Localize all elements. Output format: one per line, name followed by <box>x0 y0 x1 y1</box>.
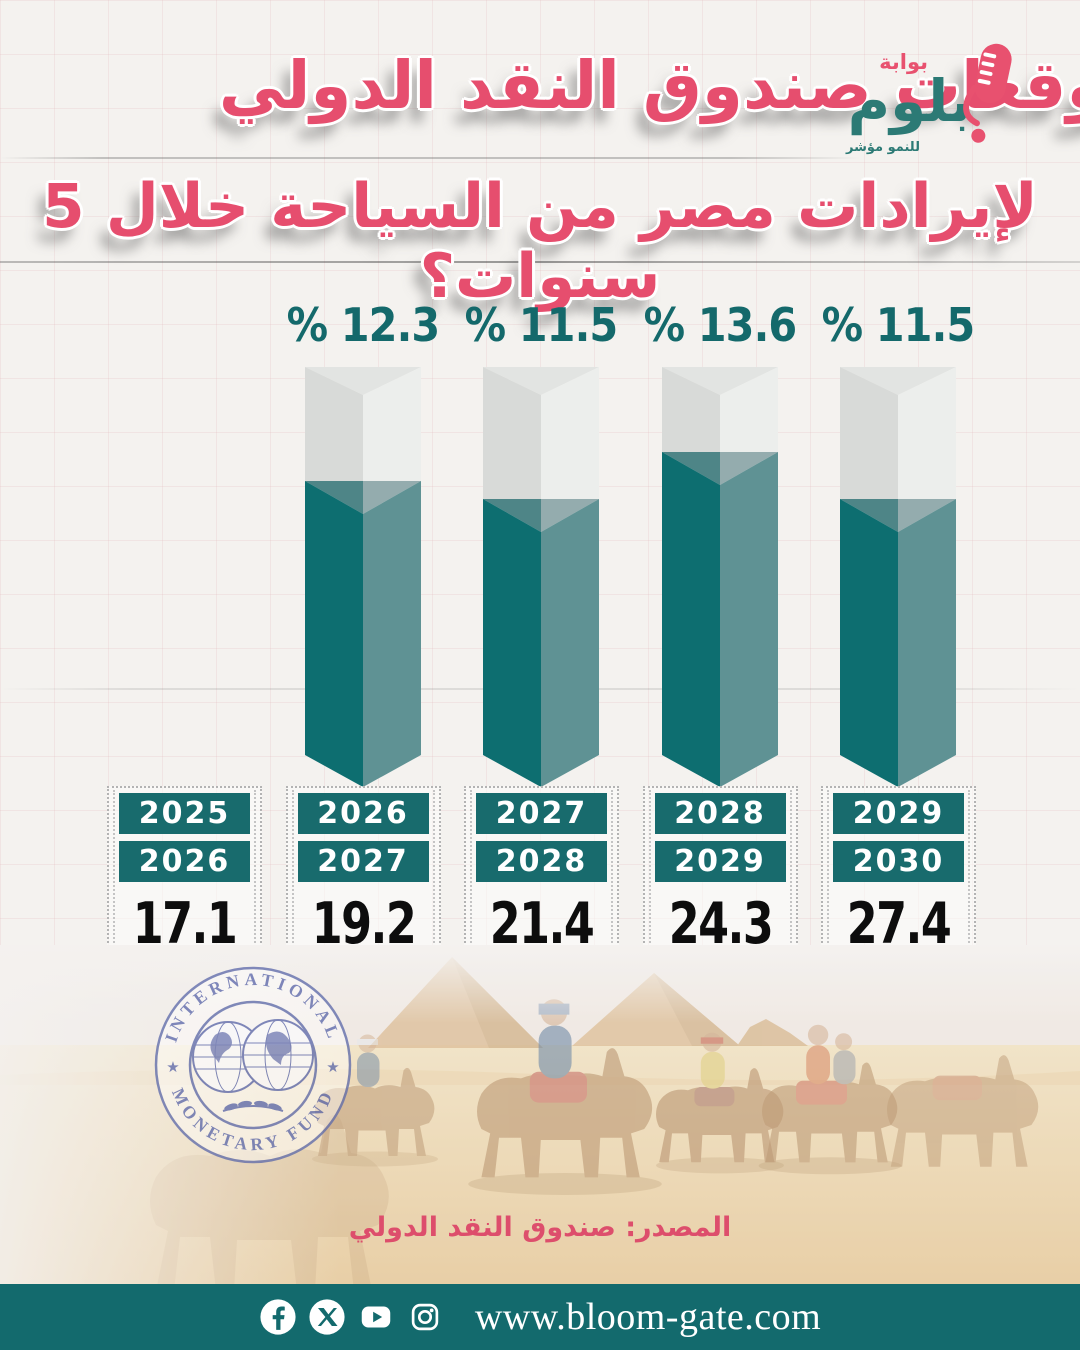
microphone-icon <box>963 43 1012 143</box>
divider-line <box>0 261 1080 263</box>
growth-percent-label: % 11.5 <box>821 298 976 352</box>
bar-3d <box>840 367 956 787</box>
year-pill: 2028 <box>654 793 786 834</box>
bar-3d <box>304 367 421 787</box>
camel-caravan <box>150 999 1039 1285</box>
year-pill: 2025 <box>119 793 250 834</box>
year-pill: 2029 <box>654 841 786 882</box>
page-title-line1: ما توقعات صندوق النقد الدولي <box>218 47 1080 124</box>
year-value-box: 2025 2026 17.1 <box>107 786 262 958</box>
logo-gate-label: بوابة <box>879 50 928 74</box>
bar-3d <box>661 367 778 787</box>
imf-star-right: ★ <box>326 1058 339 1076</box>
year-value-box: 2028 2029 24.3 <box>642 786 798 958</box>
year-pill: 2027 <box>297 841 429 882</box>
x-icon[interactable] <box>308 1298 346 1336</box>
growth-percent-label: % 13.6 <box>643 298 797 352</box>
year-pill: 2030 <box>833 841 964 882</box>
year-pill: 2028 <box>476 841 607 882</box>
youtube-icon[interactable] <box>357 1298 395 1336</box>
year-pill: 2026 <box>119 841 250 882</box>
page-title-line2: لإيرادات مصر من السياحة خلال 5 سنوات؟ <box>42 171 1038 313</box>
year-value-box: 2027 2028 21.4 <box>464 786 619 958</box>
growth-percent-label: % 12.3 <box>286 298 440 352</box>
facebook-icon[interactable] <box>259 1298 297 1336</box>
year-pill: 2027 <box>476 793 607 834</box>
logo-tagline: للنمو مؤشر <box>846 140 920 155</box>
bloom-gate-logo: بوابة بلوم للنمو مؤشر <box>846 38 1016 158</box>
footer-bar: www.bloom-gate.com <box>0 1284 1080 1350</box>
year-pill: 2029 <box>833 793 964 834</box>
bar-3d <box>483 367 599 787</box>
year-pill: 2026 <box>297 793 429 834</box>
imf-logo: INTERNATIONAL MONETARY FUND ★ ★ <box>154 966 352 1164</box>
olive-branch-icon <box>222 1100 284 1112</box>
imf-star-left: ★ <box>166 1058 179 1076</box>
instagram-icon[interactable] <box>406 1298 444 1336</box>
pyramids-camels-photo <box>0 945 1080 1285</box>
source-label: المصدر: صندوق النقد الدولي <box>348 1212 732 1243</box>
year-value-box: 2026 2027 19.2 <box>285 786 441 958</box>
growth-percent-label: % 11.5 <box>464 298 619 352</box>
year-value-box: 2029 2030 27.4 <box>821 786 976 958</box>
divider-line <box>0 157 860 159</box>
logo-brand-name: بلوم <box>847 67 972 135</box>
website-url[interactable]: www.bloom-gate.com <box>474 1296 822 1338</box>
